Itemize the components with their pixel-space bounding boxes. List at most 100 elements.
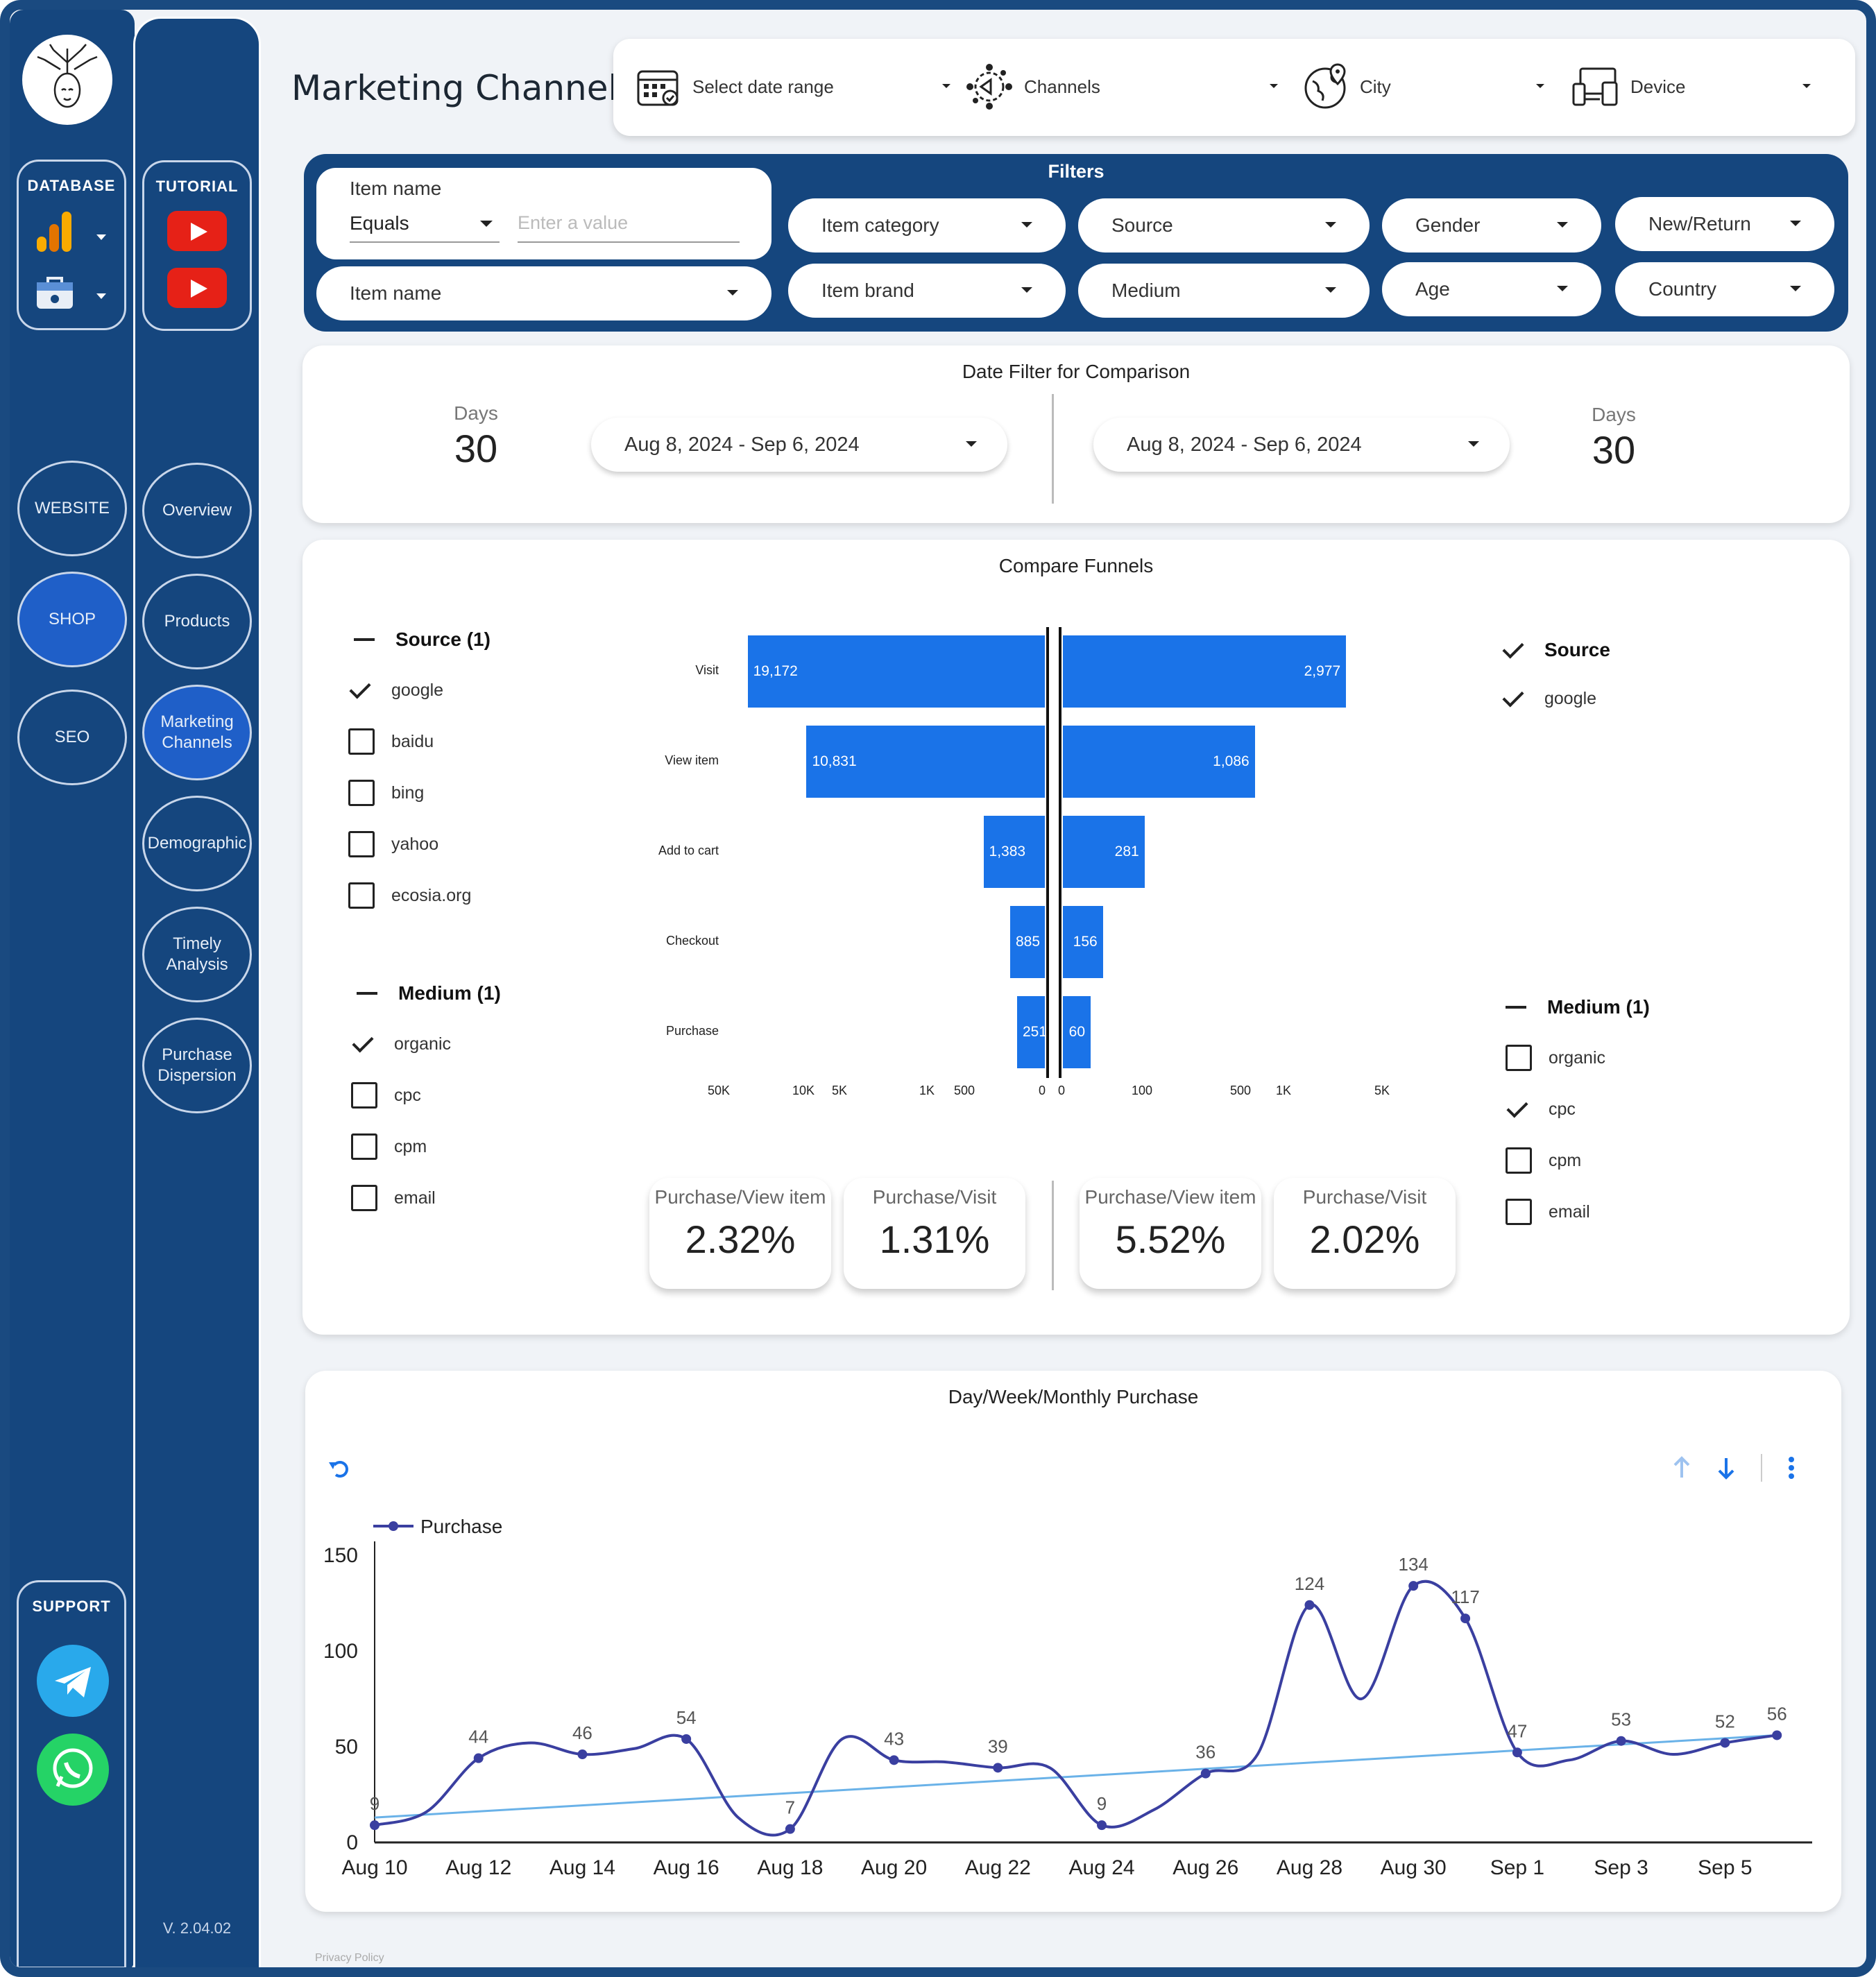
checkbox-icon bbox=[1506, 1147, 1532, 1174]
checkbox-baidu[interactable]: baidu bbox=[348, 728, 434, 755]
nav-overview[interactable]: Overview bbox=[142, 463, 252, 558]
value-input[interactable]: Enter a value bbox=[518, 212, 740, 243]
nav-timely-analysis[interactable]: Timely Analysis bbox=[142, 907, 252, 1002]
x-tick-label: Sep 3 bbox=[1594, 1856, 1648, 1879]
right-checkbox-organic[interactable]: organic bbox=[1506, 1045, 1605, 1071]
funnel-bar-right[interactable] bbox=[1063, 816, 1145, 888]
device-control[interactable]: Device bbox=[1571, 62, 1848, 111]
checkbox-cpm[interactable]: cpm bbox=[351, 1133, 427, 1160]
funnel-value-left: 251 bbox=[1023, 1024, 1048, 1040]
megaphone-network-icon bbox=[966, 64, 1012, 110]
right-medium-group-toggle[interactable]: Medium (1) bbox=[1503, 996, 1650, 1018]
shop-bag-icon[interactable] bbox=[34, 273, 76, 311]
shop-dropdown-icon[interactable] bbox=[96, 293, 106, 299]
funnel-bar-right[interactable] bbox=[1063, 726, 1255, 798]
funnel-bar-right[interactable] bbox=[1063, 635, 1347, 708]
channels-control[interactable]: Channels bbox=[964, 62, 1284, 111]
checkbox-email[interactable]: email bbox=[351, 1185, 436, 1211]
tutorial-box: TUTORIAL bbox=[142, 160, 252, 331]
item-category-dropdown[interactable]: Item category bbox=[788, 198, 1066, 253]
right-checkbox-google[interactable]: google bbox=[1501, 685, 1596, 712]
checkbox-ecosia[interactable]: ecosia.org bbox=[348, 882, 471, 909]
checkbox-icon bbox=[348, 728, 375, 755]
funnel-bar-left[interactable] bbox=[1017, 996, 1045, 1068]
age-dropdown[interactable]: Age bbox=[1382, 262, 1601, 316]
city-control[interactable]: City bbox=[1300, 62, 1564, 111]
item-name-filter: Item name Equals Enter a value bbox=[316, 168, 771, 259]
funnel-value-left: 1,383 bbox=[989, 844, 1026, 859]
right-checkbox-cpm[interactable]: cpm bbox=[1506, 1147, 1581, 1174]
nav-website[interactable]: WEBSITE bbox=[17, 461, 127, 556]
checkbox-icon bbox=[351, 1082, 377, 1109]
whatsapp-icon[interactable] bbox=[37, 1734, 109, 1806]
gender-dropdown[interactable]: Gender bbox=[1382, 198, 1601, 253]
right-checkbox-cpc[interactable]: cpc bbox=[1506, 1096, 1576, 1122]
data-label: 9 bbox=[370, 1793, 380, 1814]
nav-products[interactable]: Products bbox=[142, 574, 252, 669]
country-dropdown[interactable]: Country bbox=[1615, 262, 1834, 316]
devices-icon bbox=[1572, 67, 1618, 106]
funnel-bar-right[interactable] bbox=[1063, 906, 1103, 978]
checkbox-organic[interactable]: organic bbox=[351, 1031, 451, 1057]
date-comparison-card: Date Filter for Comparison Days 30 Aug 8… bbox=[302, 345, 1850, 523]
item-name-dropdown[interactable]: Item name bbox=[316, 266, 771, 320]
chevron-down-icon bbox=[1790, 286, 1801, 291]
funnel-bar-left[interactable] bbox=[806, 726, 1045, 798]
checkbox-cpc[interactable]: cpc bbox=[351, 1082, 421, 1109]
arrow-up-icon[interactable] bbox=[1669, 1454, 1694, 1482]
operator-select[interactable]: Equals bbox=[350, 212, 500, 243]
funnel-bar-left[interactable] bbox=[747, 635, 1045, 708]
right-source-group[interactable]: Source bbox=[1501, 637, 1610, 663]
logo[interactable] bbox=[22, 35, 112, 125]
y-tick-label: 150 bbox=[323, 1544, 358, 1567]
telegram-icon[interactable] bbox=[37, 1645, 109, 1717]
new-return-dropdown[interactable]: New/Return bbox=[1615, 197, 1834, 251]
nav-demographic[interactable]: Demographic bbox=[142, 796, 252, 891]
source-dropdown[interactable]: Source bbox=[1078, 198, 1370, 253]
data-label: 39 bbox=[988, 1736, 1008, 1756]
chevron-down-icon bbox=[1557, 222, 1568, 228]
item-brand-dropdown[interactable]: Item brand bbox=[788, 264, 1066, 318]
undo-icon[interactable] bbox=[326, 1455, 354, 1483]
funnel-stage-label: Checkout bbox=[665, 934, 719, 948]
data-point bbox=[1304, 1600, 1315, 1610]
data-label: 46 bbox=[572, 1722, 592, 1743]
checkbox-bing[interactable]: bing bbox=[348, 780, 424, 806]
legend-label: Purchase bbox=[420, 1516, 502, 1537]
y-tick-label: 0 bbox=[346, 1831, 358, 1854]
checkbox-yahoo[interactable]: yahoo bbox=[348, 831, 438, 857]
data-point bbox=[577, 1749, 588, 1760]
metric-card: Purchase/View item 5.52% bbox=[1080, 1178, 1261, 1289]
source-group-toggle[interactable]: Source (1) bbox=[351, 628, 491, 651]
funnel-bar-right[interactable] bbox=[1063, 996, 1091, 1068]
analytics-icon[interactable] bbox=[34, 210, 76, 255]
nav-purchase-dispersion[interactable]: Purchase Dispersion bbox=[142, 1018, 252, 1113]
right-checkbox-email[interactable]: email bbox=[1506, 1199, 1590, 1225]
comparison-title: Date Filter for Comparison bbox=[962, 361, 1191, 382]
nav-marketing-channels[interactable]: Marketing Channels bbox=[142, 685, 252, 780]
data-label: 56 bbox=[1767, 1703, 1787, 1724]
medium-dropdown[interactable]: Medium bbox=[1078, 264, 1370, 318]
date-range-control[interactable]: Select date range bbox=[633, 62, 952, 111]
x-tick-label: Sep 1 bbox=[1490, 1856, 1544, 1879]
data-label: 44 bbox=[468, 1727, 488, 1747]
more-options-icon[interactable] bbox=[1784, 1454, 1798, 1482]
funnel-value-left: 885 bbox=[1015, 934, 1041, 950]
checkbox-google[interactable]: google bbox=[348, 677, 443, 703]
analytics-dropdown-icon[interactable] bbox=[96, 234, 106, 240]
nav-seo[interactable]: SEO bbox=[17, 690, 127, 785]
arrow-down-icon[interactable] bbox=[1714, 1454, 1739, 1482]
data-point bbox=[1720, 1738, 1730, 1748]
youtube-icon[interactable] bbox=[167, 268, 227, 308]
funnel-bar-left[interactable] bbox=[1009, 906, 1045, 978]
version-label: V. 2.04.02 bbox=[162, 1919, 232, 1937]
nav-shop[interactable]: SHOP bbox=[17, 572, 127, 667]
left-date-range[interactable]: Aug 8, 2024 - Sep 6, 2024 bbox=[591, 418, 1007, 472]
right-date-range[interactable]: Aug 8, 2024 - Sep 6, 2024 bbox=[1093, 418, 1510, 472]
data-point bbox=[1460, 1614, 1471, 1624]
medium-group-toggle[interactable]: Medium (1) bbox=[354, 982, 501, 1004]
x-tick-label: Aug 30 bbox=[1381, 1856, 1447, 1879]
youtube-icon[interactable] bbox=[167, 211, 227, 251]
item-name-label: Item name bbox=[350, 178, 442, 199]
funnel-bar-left[interactable] bbox=[983, 816, 1045, 888]
